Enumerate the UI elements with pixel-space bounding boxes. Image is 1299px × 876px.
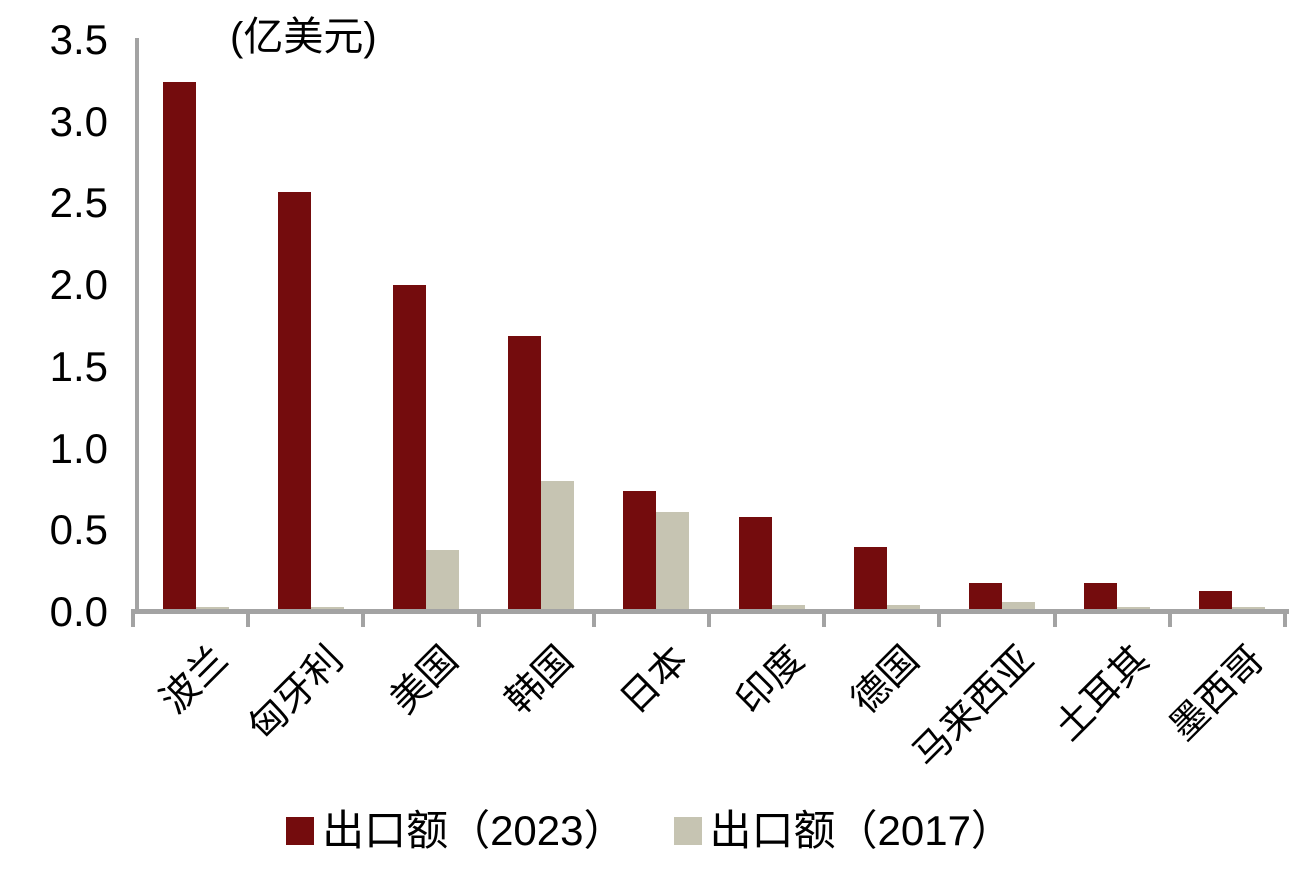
bar-2023-6 xyxy=(738,517,772,612)
y-axis-line xyxy=(135,38,139,613)
x-axis-tick xyxy=(1052,609,1057,627)
legend-item-2023: 出口额（2023） xyxy=(286,807,626,854)
x-axis-tick xyxy=(131,609,135,627)
x-axis-tick xyxy=(1283,609,1287,627)
category-label: 日本 xyxy=(613,638,697,723)
bar-2023-10 xyxy=(1199,591,1233,612)
bar-2017-6 xyxy=(771,605,805,612)
category-label: 波兰 xyxy=(152,638,236,723)
bar-2017-7 xyxy=(886,605,920,612)
bar-2017-8 xyxy=(1002,602,1035,612)
legend-swatch-icon xyxy=(673,817,702,846)
bar-2023-9 xyxy=(1084,583,1118,612)
bar-2023-1 xyxy=(162,82,196,612)
y-tick-label: 2.5 xyxy=(49,179,108,227)
y-tick-label: 0.0 xyxy=(49,588,108,635)
legend: 出口额（2023） 出口额（2017） xyxy=(0,807,1299,854)
bar-2023-4 xyxy=(508,336,542,612)
x-axis-tick xyxy=(476,609,481,627)
bar-2017-5 xyxy=(656,512,690,612)
category-label: 土耳其 xyxy=(1047,638,1158,749)
x-axis-tick xyxy=(361,609,366,627)
x-axis-tick xyxy=(937,609,942,627)
category-label: 马来西亚 xyxy=(905,638,1043,776)
category-label: 匈牙利 xyxy=(240,638,352,749)
category-label: 韩国 xyxy=(498,638,582,723)
category-label: 墨西哥 xyxy=(1162,638,1273,749)
legend-label: 出口额（2023） xyxy=(322,807,626,854)
axis-unit-label: (亿美元) xyxy=(230,15,377,59)
category-label: 德国 xyxy=(843,638,928,723)
bar-2023-3 xyxy=(393,285,426,612)
legend-swatch-icon xyxy=(286,817,315,846)
bar-2023-8 xyxy=(969,583,1002,612)
y-tick-label: 1.5 xyxy=(49,342,108,390)
category-label: 美国 xyxy=(382,638,467,723)
legend-label: 出口额（2017） xyxy=(709,807,1013,854)
y-tick-label: 3.5 xyxy=(49,16,108,63)
x-axis-tick xyxy=(707,609,711,627)
bar-2023-5 xyxy=(623,491,657,612)
category-label: 印度 xyxy=(728,638,812,723)
legend-item-2017: 出口额（2017） xyxy=(673,807,1013,854)
y-tick-label: 3.0 xyxy=(49,97,108,145)
bar-2017-4 xyxy=(541,481,575,612)
bar-2023-2 xyxy=(277,192,311,612)
bar-2023-7 xyxy=(853,547,887,612)
x-axis-tick xyxy=(591,609,596,627)
bar-2017-3 xyxy=(426,550,459,612)
x-axis-line xyxy=(133,609,1289,614)
y-tick-label: 2.0 xyxy=(49,261,108,309)
x-axis-tick xyxy=(822,609,827,627)
x-axis-tick xyxy=(1167,609,1172,627)
x-axis-tick xyxy=(246,609,251,627)
y-tick-label: 0.5 xyxy=(49,506,108,554)
y-tick-label: 1.0 xyxy=(49,424,108,472)
